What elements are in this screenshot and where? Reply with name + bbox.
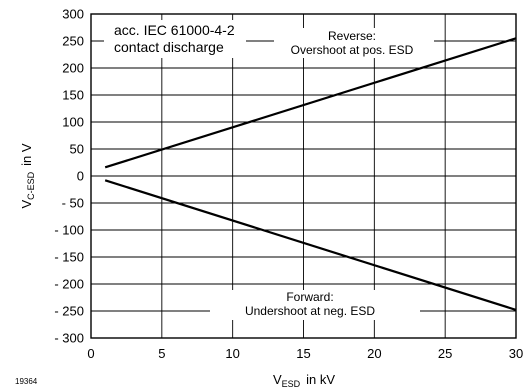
x-axis-label-unit: in kV bbox=[306, 372, 335, 387]
plot-frame bbox=[90, 13, 517, 339]
x-axis-label-sub: ESD bbox=[282, 379, 301, 389]
x-tick-label: 30 bbox=[509, 346, 523, 361]
y-tick-label: 150 bbox=[62, 88, 84, 103]
standard-label-line1: acc. IEC 61000-4-2 bbox=[114, 22, 235, 38]
y-tick-label: 0 bbox=[77, 169, 84, 184]
x-tick-label: 0 bbox=[87, 346, 94, 361]
y-tick-label: - 100 bbox=[54, 223, 84, 238]
figure-id: 19364 bbox=[15, 377, 38, 386]
grid bbox=[90, 13, 517, 339]
y-tick-label: 300 bbox=[62, 7, 84, 22]
x-axis-label: VESD in kV bbox=[273, 372, 335, 389]
reverse-label-line1: Reverse: bbox=[328, 29, 376, 43]
standard-label-line2: contact discharge bbox=[114, 39, 224, 55]
reverse-label-bg bbox=[274, 28, 434, 58]
y-tick-label: 200 bbox=[62, 61, 84, 76]
series-line-forward bbox=[104, 179, 517, 311]
y-axis-label-sub: C-ESD bbox=[26, 171, 36, 200]
y-tick-label: - 300 bbox=[54, 331, 84, 346]
y-tick-label: - 250 bbox=[54, 304, 84, 319]
standard-label-bg bbox=[104, 20, 246, 58]
y-tick-label: 250 bbox=[62, 34, 84, 49]
x-tick-label: 20 bbox=[367, 346, 381, 361]
x-axis-label-main: V bbox=[273, 372, 282, 387]
reverse-label-line2: Overshoot at pos. ESD bbox=[291, 43, 414, 57]
forward-label-line1: Forward: bbox=[286, 290, 333, 304]
y-tick-label: - 200 bbox=[54, 277, 84, 292]
series-line-reverse bbox=[104, 37, 517, 169]
x-tick-labels: 0 5 10 15 20 25 30 bbox=[87, 346, 523, 361]
y-tick-label: - 150 bbox=[54, 250, 84, 265]
forward-label-bg bbox=[210, 290, 420, 320]
y-tick-label: 50 bbox=[70, 142, 84, 157]
y-tick-label: - 50 bbox=[62, 196, 84, 211]
series-lines bbox=[104, 37, 517, 311]
y-axis-label: VC-ESD in V bbox=[19, 143, 36, 208]
x-tick-label: 15 bbox=[296, 346, 310, 361]
y-tick-labels: 300 250 200 150 100 50 0 - 50 - 100 - 150 - 200 - 2… bbox=[54, 7, 84, 346]
forward-label-line2: Undershoot at neg. ESD bbox=[245, 304, 375, 318]
x-tick-label: 25 bbox=[438, 346, 452, 361]
y-axis-label-unit: in V bbox=[19, 143, 34, 166]
y-tick-label: 100 bbox=[62, 115, 84, 130]
x-tick-label: 5 bbox=[158, 346, 165, 361]
x-tick-label: 10 bbox=[225, 346, 239, 361]
y-axis-label-main: V bbox=[19, 200, 34, 209]
